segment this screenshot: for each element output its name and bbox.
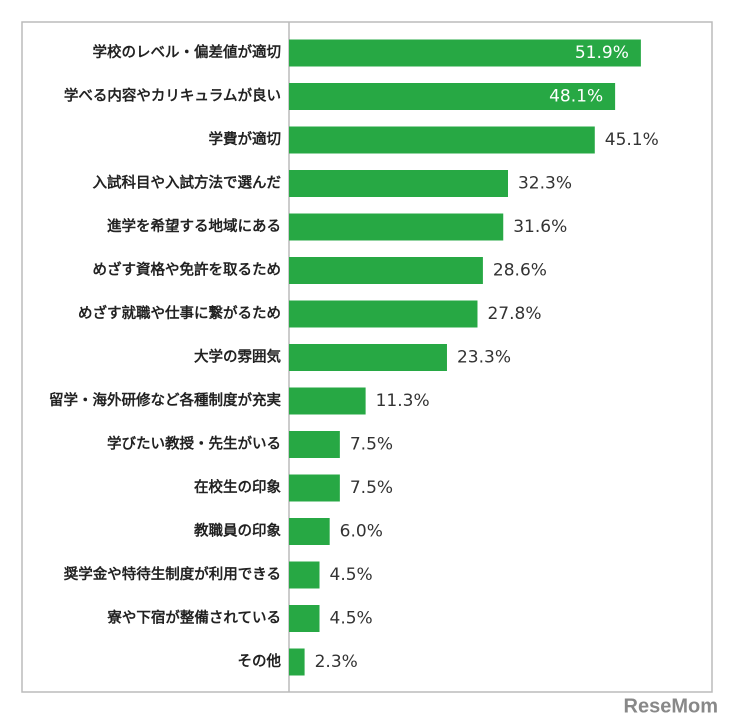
watermark: ReseMom: [624, 695, 718, 717]
bar: [289, 170, 508, 197]
bar: [289, 605, 320, 632]
category-label: 入試科目や入試方法で選んだ: [93, 174, 282, 192]
bar: [289, 344, 447, 371]
bar: [289, 213, 504, 241]
category-label: 進学を希望する地域にある: [107, 217, 281, 235]
category-label: 寮や下宿が整備されている: [106, 609, 281, 627]
value-label: 4.5%: [330, 565, 373, 585]
value-label: 32.3%: [518, 174, 572, 194]
category-label: めざす資格や免許を取るため: [93, 261, 282, 279]
value-label: 48.1%: [549, 87, 603, 107]
value-label: 7.5%: [350, 435, 393, 455]
value-label: 45.1%: [605, 130, 659, 150]
value-label: 11.3%: [376, 391, 430, 411]
category-label: 在校生の印象: [194, 478, 281, 496]
bar: [289, 39, 641, 67]
category-label: 大学の雰囲気: [194, 348, 281, 366]
bar: [289, 126, 595, 154]
value-label: 51.9%: [575, 43, 629, 63]
value-label: 27.8%: [487, 304, 541, 324]
value-label: 2.3%: [315, 652, 358, 672]
category-label: 留学・海外研修など各種制度が充実: [49, 391, 281, 409]
bar: [289, 518, 330, 545]
bar: [289, 387, 366, 415]
category-label: その他: [238, 652, 282, 670]
bar: [289, 300, 478, 328]
category-label: 学費が適切: [209, 130, 282, 148]
bar: [289, 648, 305, 676]
bar: [289, 257, 483, 284]
bar: [289, 431, 340, 458]
category-label: 学校のレベル・偏差値が適切: [93, 43, 282, 61]
bar: [289, 474, 340, 502]
bar: [289, 83, 616, 110]
category-label: 教職員の印象: [193, 522, 281, 540]
value-label: 4.5%: [330, 609, 373, 629]
category-label: めざす就職や仕事に繋がるため: [78, 304, 281, 322]
bar: [289, 561, 320, 589]
value-label: 23.3%: [457, 348, 511, 368]
category-label: 奨学金や特待生制度が利用できる: [64, 565, 281, 583]
value-label: 31.6%: [513, 217, 567, 237]
value-label: 7.5%: [350, 478, 393, 498]
value-label: 6.0%: [340, 522, 383, 542]
category-label: 学びたい教授・先生がいる: [107, 435, 281, 453]
category-label: 学べる内容やカリキュラムが良い: [64, 87, 281, 105]
value-label: 28.6%: [493, 261, 547, 281]
frame: [21, 21, 713, 693]
